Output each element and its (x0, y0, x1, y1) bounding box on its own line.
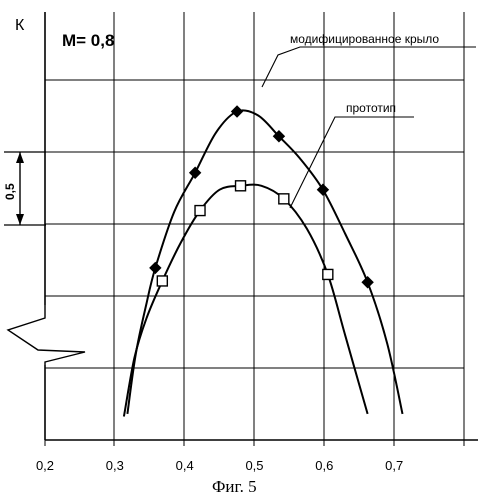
mach-label: М= 0,8 (62, 31, 114, 50)
annotation-prototype-text: прототип (346, 101, 396, 115)
annotation-modified-text: модифицированное крыло (290, 32, 439, 46)
x-tick-label: 0,6 (315, 458, 333, 473)
data-point-prototype (278, 193, 290, 205)
series-line-modified (126, 109, 404, 415)
grid (44, 12, 465, 446)
figure-caption: Фиг. 5 (212, 477, 257, 496)
data-point-modified (361, 276, 374, 289)
x-tick-label: 0,5 (245, 458, 263, 473)
series-line-prototype (122, 183, 369, 417)
x-tick-label: 0,3 (106, 458, 124, 473)
x-tick-labels: 0,2 0,3 0,4 0,5 0,6 0,7 (36, 458, 403, 473)
x-tick-label: 0,2 (36, 458, 54, 473)
axis-break-mark (6, 305, 86, 365)
annotation-prototype: прототип (289, 101, 414, 209)
data-point-modified (316, 183, 330, 196)
y-scale-bracket: 0,5 (3, 151, 46, 226)
data-point-prototype (234, 180, 247, 192)
data-point-modified (230, 105, 244, 118)
x-tick-label: 0,7 (385, 458, 403, 473)
data-point-prototype (322, 268, 334, 281)
series-curves (122, 109, 404, 417)
data-point-prototype (194, 204, 206, 217)
data-point-modified (149, 261, 162, 275)
y-scale-label: 0,5 (3, 183, 17, 200)
x-tick-label: 0,4 (176, 458, 194, 473)
data-point-modified (188, 166, 202, 179)
data-point-modified (272, 130, 286, 143)
data-point-prototype (156, 275, 169, 287)
y-axis-label: К (15, 17, 25, 34)
series-markers (149, 105, 374, 289)
annotation-modified: модифицированное крыло (261, 32, 476, 88)
